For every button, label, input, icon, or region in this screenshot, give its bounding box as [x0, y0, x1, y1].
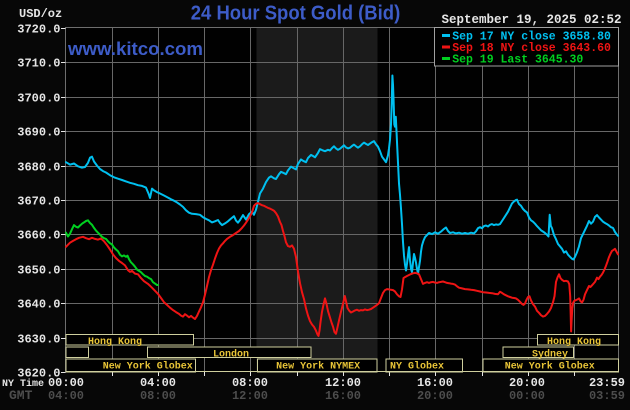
svg-text:3670.0: 3670.0 [17, 195, 60, 209]
svg-text:3620.0: 3620.0 [17, 367, 60, 381]
svg-text:Sep 17 NY close 3658.80: Sep 17 NY close 3658.80 [452, 31, 611, 44]
svg-text:08:00: 08:00 [232, 376, 268, 390]
svg-text:GMT: GMT [9, 388, 33, 403]
svg-text:16:00: 16:00 [417, 376, 453, 390]
svg-text:NY Globex: NY Globex [390, 360, 444, 372]
svg-text:3630.0: 3630.0 [17, 333, 60, 347]
svg-text:3640.0: 3640.0 [17, 298, 60, 312]
svg-text:New York Globex: New York Globex [103, 360, 193, 372]
svg-text:24 Hour Spot Gold (Bid): 24 Hour Spot Gold (Bid) [191, 3, 401, 25]
svg-text:www.kitco.com: www.kitco.com [67, 39, 203, 59]
svg-text:20:00: 20:00 [417, 389, 453, 403]
svg-text:3650.0: 3650.0 [17, 264, 60, 278]
svg-text:New York Globex: New York Globex [505, 360, 595, 372]
svg-text:3700.0: 3700.0 [17, 92, 60, 106]
svg-text:04:00: 04:00 [48, 389, 84, 403]
svg-text:23:59: 23:59 [589, 376, 625, 390]
svg-text:USD/oz: USD/oz [19, 7, 62, 21]
svg-text:Hong Kong: Hong Kong [88, 337, 142, 348]
svg-text:NY Time: NY Time [2, 378, 44, 390]
svg-text:08:00: 08:00 [140, 389, 176, 403]
svg-text:Sydney: Sydney [532, 348, 568, 360]
svg-text:Sep 18 NY close 3643.60: Sep 18 NY close 3643.60 [452, 42, 611, 55]
svg-text:3720.0: 3720.0 [17, 23, 60, 37]
svg-text:London: London [213, 348, 249, 360]
svg-text:03:59: 03:59 [589, 389, 625, 403]
svg-text:Hong Kong: Hong Kong [547, 337, 601, 348]
svg-text:20:00: 20:00 [509, 376, 545, 390]
svg-text:New York NYMEX: New York NYMEX [276, 360, 360, 372]
svg-text:12:00: 12:00 [325, 376, 361, 390]
svg-text:3680.0: 3680.0 [17, 161, 60, 175]
svg-text:Sep 19 Last 3645.30: Sep 19 Last 3645.30 [452, 53, 583, 66]
svg-text:16:00: 16:00 [325, 389, 361, 403]
svg-text:12:00: 12:00 [232, 389, 268, 403]
svg-text:3690.0: 3690.0 [17, 126, 60, 140]
svg-text:3710.0: 3710.0 [17, 57, 60, 71]
svg-text:00:00: 00:00 [509, 389, 545, 403]
svg-text:04:00: 04:00 [140, 376, 176, 390]
svg-text:September 19, 2025 02:52: September 19, 2025 02:52 [442, 13, 622, 27]
svg-text:3660.0: 3660.0 [17, 229, 60, 243]
svg-text:00:00: 00:00 [48, 376, 84, 390]
